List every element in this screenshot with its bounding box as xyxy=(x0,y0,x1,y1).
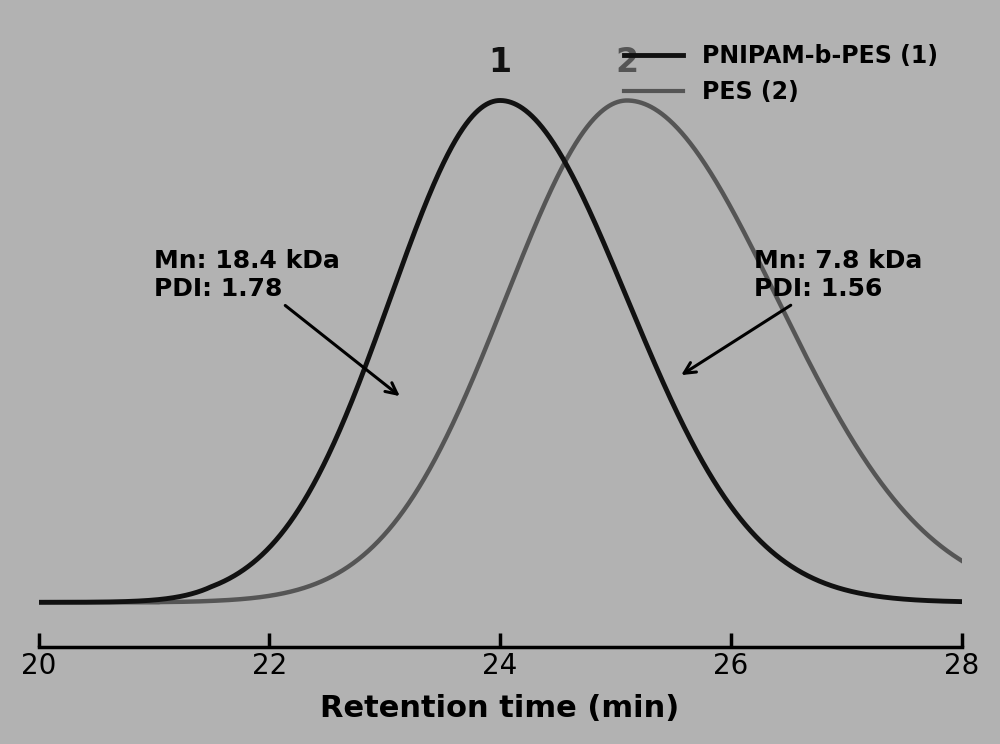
Text: 2: 2 xyxy=(615,46,639,80)
X-axis label: Retention time (min): Retention time (min) xyxy=(320,694,680,723)
Text: Mn: 7.8 kDa
PDI: 1.56: Mn: 7.8 kDa PDI: 1.56 xyxy=(684,249,922,373)
Legend: PNIPAM-b-PES (1), PES (2): PNIPAM-b-PES (1), PES (2) xyxy=(612,33,950,116)
Text: 1: 1 xyxy=(488,46,512,80)
Text: Mn: 18.4 kDa
PDI: 1.78: Mn: 18.4 kDa PDI: 1.78 xyxy=(154,249,397,394)
